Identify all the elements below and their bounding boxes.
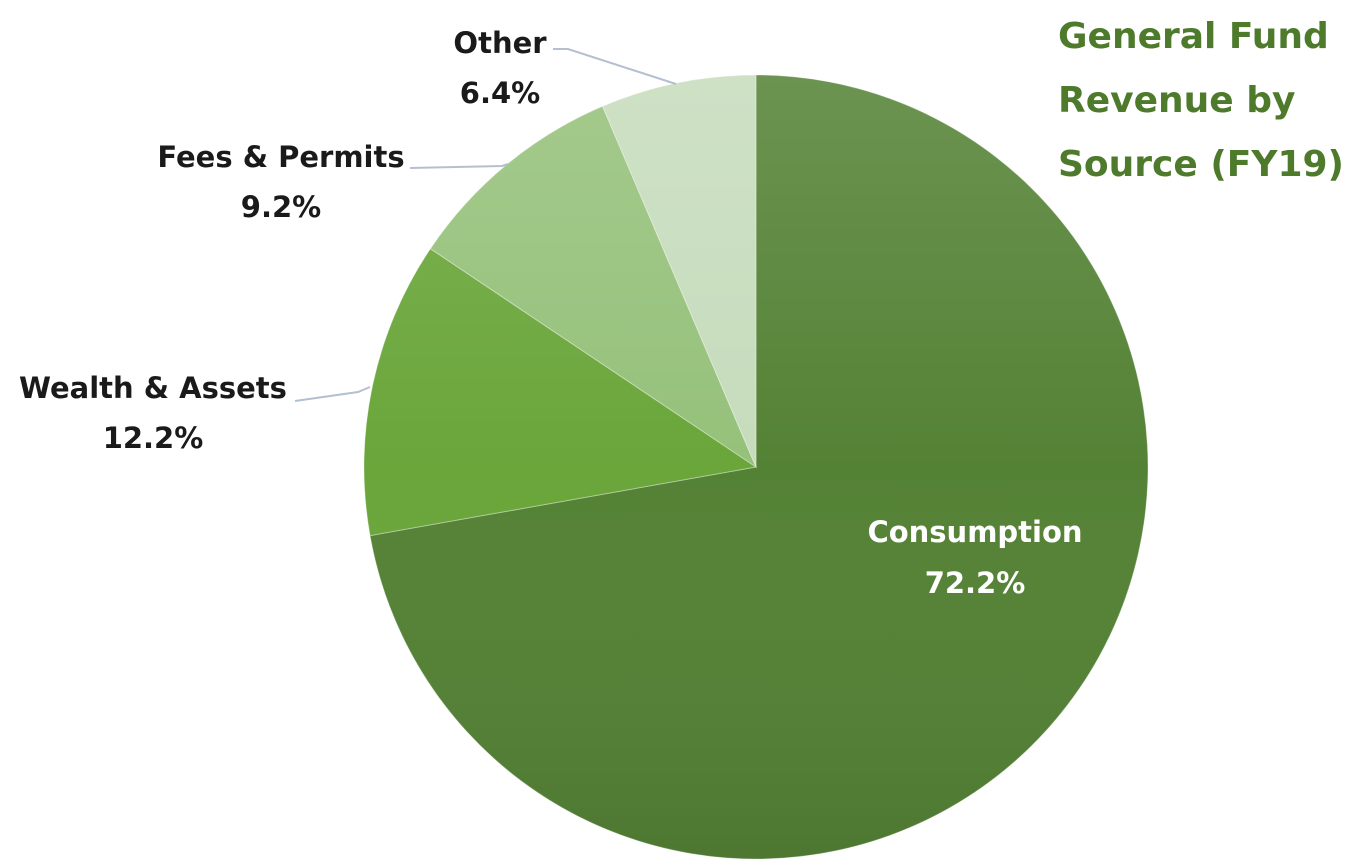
- chart-title: General Fund Revenue by Source (FY19): [1058, 16, 1344, 185]
- slice-label-wealth-and-assets: Wealth & Assets: [19, 371, 287, 405]
- slice-value-consumption: 72.2%: [925, 566, 1026, 600]
- leader-line-wealth-and-assets: [294, 386, 371, 402]
- slice-value-wealth-and-assets: 12.2%: [103, 421, 204, 455]
- chart-title-line-1: General Fund: [1058, 16, 1329, 57]
- slice-labels-layer: Consumption 72.2% Wealth & Assets 12.2% Fees…: [19, 26, 1083, 600]
- slice-label-consumption: Consumption: [867, 515, 1082, 549]
- slice-value-fees-and-permits: 9.2%: [241, 190, 321, 224]
- pie-shading: [364, 75, 1148, 859]
- slice-label-other: Other: [453, 26, 547, 60]
- leader-line-other: [553, 48, 677, 85]
- chart-title-line-2: Revenue by: [1058, 80, 1295, 121]
- chart-title-line-3: Source (FY19): [1058, 144, 1344, 185]
- slice-label-fees-and-permits: Fees & Permits: [157, 140, 404, 174]
- slice-value-other: 6.4%: [460, 76, 540, 110]
- leader-line-fees-and-permits: [409, 163, 509, 169]
- leader-lines-layer: [294, 48, 677, 402]
